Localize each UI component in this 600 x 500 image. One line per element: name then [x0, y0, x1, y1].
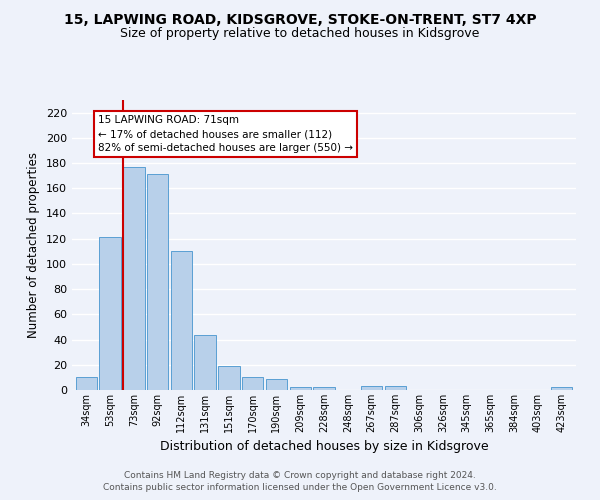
X-axis label: Distribution of detached houses by size in Kidsgrove: Distribution of detached houses by size …	[160, 440, 488, 454]
Text: Contains public sector information licensed under the Open Government Licence v3: Contains public sector information licen…	[103, 484, 497, 492]
Bar	[76, 378, 97, 390]
Y-axis label: Number of detached properties: Number of detached properties	[28, 152, 40, 338]
Bar	[385, 386, 406, 390]
Text: Size of property relative to detached houses in Kidsgrove: Size of property relative to detached ho…	[121, 28, 479, 40]
Bar	[100, 238, 121, 390]
Bar	[266, 378, 287, 390]
Bar	[218, 366, 239, 390]
Text: 15, LAPWING ROAD, KIDSGROVE, STOKE-ON-TRENT, ST7 4XP: 15, LAPWING ROAD, KIDSGROVE, STOKE-ON-TR…	[64, 12, 536, 26]
Bar	[551, 388, 572, 390]
Bar	[290, 388, 311, 390]
Bar	[147, 174, 168, 390]
Bar	[313, 388, 335, 390]
Bar	[194, 334, 216, 390]
Bar	[242, 378, 263, 390]
Bar	[170, 252, 192, 390]
Text: Contains HM Land Registry data © Crown copyright and database right 2024.: Contains HM Land Registry data © Crown c…	[124, 471, 476, 480]
Bar	[361, 386, 382, 390]
Text: 15 LAPWING ROAD: 71sqm
← 17% of detached houses are smaller (112)
82% of semi-de: 15 LAPWING ROAD: 71sqm ← 17% of detached…	[98, 115, 353, 153]
Bar	[123, 167, 145, 390]
